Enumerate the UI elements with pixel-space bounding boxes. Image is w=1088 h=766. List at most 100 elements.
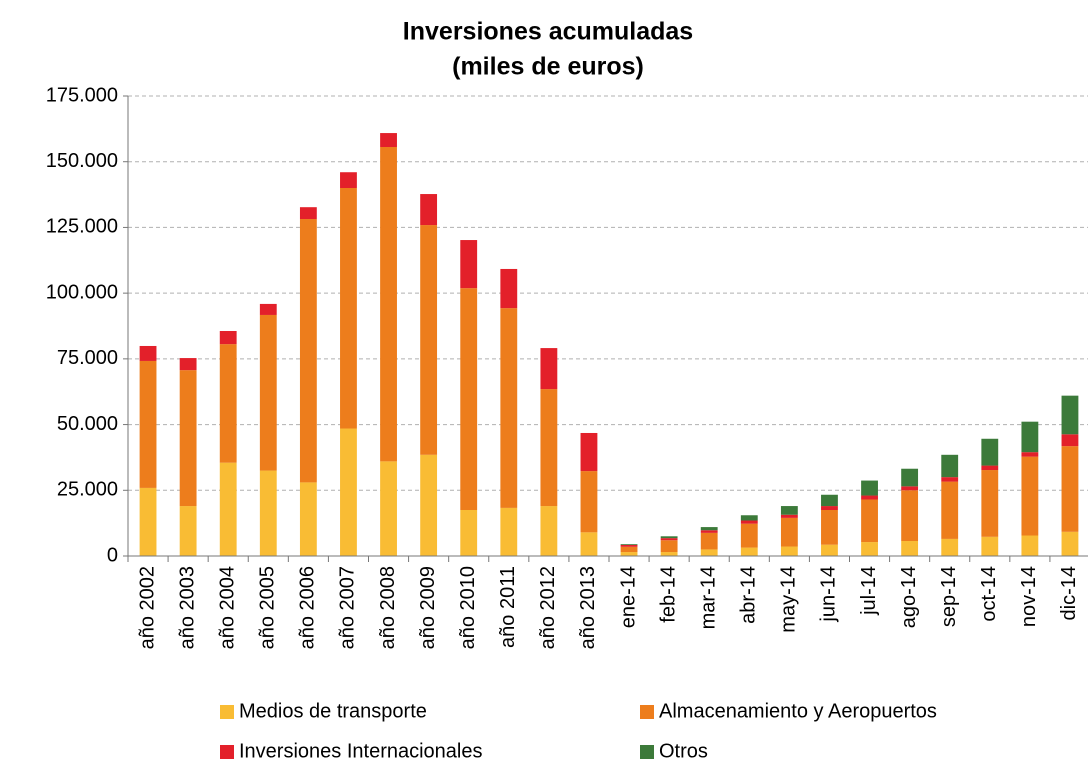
- bar-segment: [259, 303, 277, 315]
- bar-segment: [981, 465, 999, 471]
- x-tick-label: ago-14: [898, 566, 920, 628]
- bar-segment: [780, 546, 798, 556]
- x-tick-label: año 2010: [457, 566, 479, 649]
- bar-segment: [179, 370, 197, 507]
- bar-segment: [340, 172, 357, 188]
- bar-segment: [901, 541, 919, 556]
- bar-segment: [700, 527, 718, 531]
- legend-swatch: [220, 745, 234, 759]
- x-tick-label: sep-14: [938, 566, 960, 627]
- x-tick-label: año 2006: [297, 566, 319, 649]
- chart-title: Inversiones acumuladas: [403, 18, 693, 46]
- bar-segment: [259, 314, 277, 471]
- bar-segment: [861, 542, 878, 556]
- bar-segment: [620, 552, 638, 556]
- legend-swatch: [640, 745, 654, 759]
- legend-label: Otros: [659, 740, 708, 762]
- bar-segment: [901, 490, 919, 542]
- bar-segment: [219, 344, 237, 463]
- x-tick-label: nov-14: [1018, 566, 1040, 627]
- bar-segment: [620, 544, 638, 545]
- x-tick-label: jul-14: [858, 566, 880, 616]
- bar-segment: [139, 360, 157, 488]
- bar-segment: [941, 477, 959, 482]
- bar-segment: [620, 544, 638, 547]
- bar-segment: [740, 520, 758, 524]
- bar-segment: [901, 486, 919, 491]
- bar-segment: [1061, 531, 1079, 556]
- bar-segment: [941, 538, 959, 556]
- bar-segment: [700, 530, 718, 533]
- bar-segment: [580, 532, 598, 556]
- legend-swatch: [640, 705, 654, 719]
- bar-segment: [660, 540, 678, 553]
- bar-segment: [420, 225, 438, 455]
- bar-segment: [580, 471, 598, 533]
- bar-segment: [540, 348, 558, 390]
- y-tick-label: 0: [107, 544, 118, 566]
- y-tick-label: 175.000: [46, 84, 118, 106]
- x-tick-label: año 2003: [176, 566, 198, 649]
- bar-segment: [500, 308, 518, 508]
- bar-segment: [620, 546, 638, 553]
- bar-segment: [941, 481, 959, 539]
- bar-segment: [340, 428, 357, 556]
- bar-segment: [420, 454, 438, 556]
- x-tick-label: oct-14: [978, 566, 1000, 622]
- x-tick-label: año 2011: [497, 566, 519, 648]
- bar-segment: [700, 549, 718, 556]
- chart-subtitle: (miles de euros): [452, 53, 644, 81]
- bar-segment: [580, 432, 598, 472]
- y-tick-label: 75.000: [57, 347, 118, 369]
- bar-segment: [861, 499, 878, 543]
- bar-segment: [460, 240, 478, 289]
- legend-label: Inversiones Internacionales: [239, 740, 482, 762]
- bar-segment: [780, 514, 798, 518]
- bar-segment: [139, 487, 157, 556]
- bar-segment: [660, 552, 678, 556]
- bar-segment: [821, 506, 838, 510]
- bar-segment: [179, 358, 197, 371]
- bar-segment: [700, 532, 718, 550]
- legend-label: Medios de transporte: [239, 700, 427, 722]
- x-tick-label: año 2002: [136, 566, 158, 649]
- y-tick-label: 50.000: [57, 413, 118, 435]
- bar-segment: [740, 523, 758, 548]
- bar-segment: [1061, 395, 1079, 435]
- x-tick-label: dic-14: [1058, 566, 1080, 620]
- bar-segment: [861, 480, 878, 496]
- x-tick-label: feb-14: [657, 566, 679, 623]
- bar-segment: [660, 536, 678, 539]
- x-tick-label: año 2005: [257, 566, 279, 649]
- y-tick-label: 125.000: [46, 216, 118, 238]
- bar-segment: [981, 438, 999, 466]
- bar-segment: [821, 494, 838, 507]
- bar-segment: [139, 345, 157, 361]
- x-tick-label: año 2008: [377, 566, 399, 649]
- x-tick-label: año 2013: [577, 566, 599, 649]
- y-tick-label: 100.000: [46, 281, 118, 303]
- bar-segment: [219, 330, 237, 345]
- x-tick-label: mar-14: [697, 566, 719, 629]
- bar-segment: [861, 495, 878, 500]
- bar-segment: [420, 194, 438, 226]
- bar-segment: [380, 461, 397, 556]
- bar-segment: [1021, 535, 1039, 556]
- bar-segment: [500, 507, 518, 556]
- x-tick-label: año 2009: [417, 566, 439, 649]
- bar-segment: [780, 506, 798, 515]
- bar-segment: [1021, 452, 1039, 457]
- bar-segment: [1021, 421, 1039, 453]
- bar-segment: [1061, 446, 1079, 532]
- bar-segment: [981, 536, 999, 556]
- y-tick-label: 25.000: [57, 479, 118, 501]
- x-tick-label: jun-14: [818, 566, 840, 623]
- bar-segment: [981, 470, 999, 537]
- bar-segment: [901, 468, 919, 487]
- bar-segment: [460, 288, 478, 510]
- bar-segment: [941, 454, 959, 478]
- bar-segment: [740, 547, 758, 556]
- bar-segment: [340, 188, 357, 429]
- bar-segment: [380, 146, 397, 462]
- bar-segment: [219, 462, 237, 556]
